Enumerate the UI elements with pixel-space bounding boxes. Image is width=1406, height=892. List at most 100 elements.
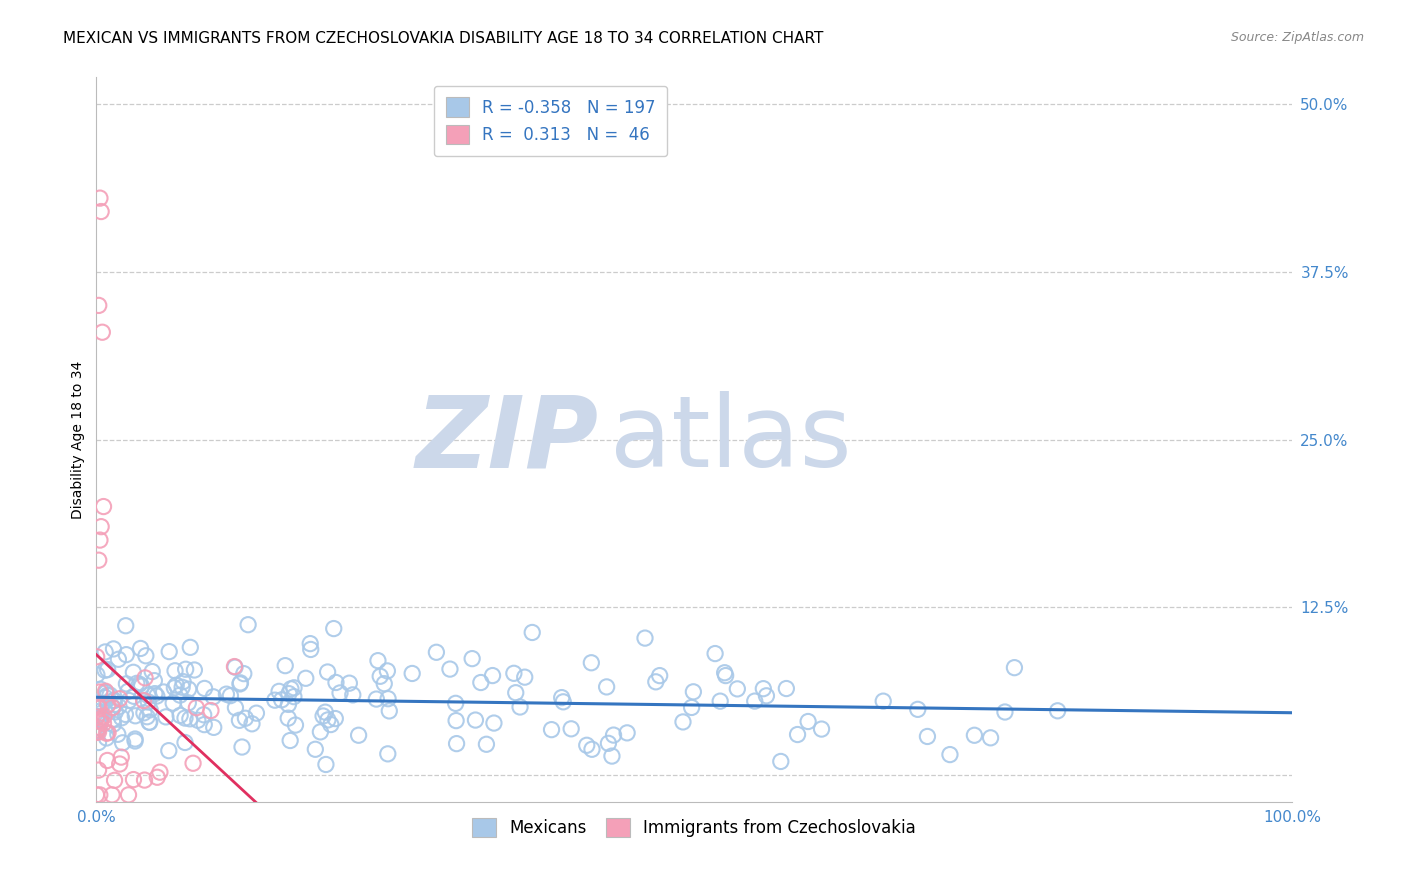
Point <box>299 637 322 651</box>
Point <box>648 668 671 682</box>
Point <box>108 757 131 772</box>
Point <box>274 658 297 673</box>
Point <box>304 742 326 756</box>
Point <box>110 711 132 725</box>
Point <box>522 625 544 640</box>
Point <box>89 713 111 727</box>
Point <box>600 749 623 764</box>
Point <box>581 742 603 756</box>
Point <box>277 711 299 725</box>
Point <box>939 747 962 762</box>
Point <box>86 699 108 714</box>
Point <box>138 715 160 730</box>
Point <box>91 325 114 339</box>
Point <box>96 689 118 703</box>
Point <box>86 788 108 802</box>
Point <box>283 681 305 695</box>
Point <box>347 728 370 742</box>
Point <box>377 747 399 761</box>
Point <box>560 722 582 736</box>
Point <box>634 631 657 645</box>
Legend: Mexicans, Immigrants from Czechoslovakia: Mexicans, Immigrants from Czechoslovakia <box>465 812 922 844</box>
Point <box>224 660 246 674</box>
Point <box>444 714 467 728</box>
Point <box>89 701 111 715</box>
Point <box>86 649 108 664</box>
Point <box>797 714 820 729</box>
Point <box>193 717 215 731</box>
Point <box>86 710 108 724</box>
Point <box>157 744 180 758</box>
Point <box>263 693 285 707</box>
Point <box>135 648 157 663</box>
Point <box>714 668 737 682</box>
Point <box>94 690 117 705</box>
Point <box>482 716 505 731</box>
Point <box>377 664 399 678</box>
Point <box>87 720 110 734</box>
Point <box>245 706 267 721</box>
Point <box>644 674 666 689</box>
Point <box>752 681 775 696</box>
Point <box>425 645 447 659</box>
Point <box>681 700 703 714</box>
Point <box>103 693 125 707</box>
Point <box>104 705 127 719</box>
Point <box>98 688 121 702</box>
Point <box>89 788 111 802</box>
Point <box>94 684 117 698</box>
Point <box>134 671 156 685</box>
Point <box>86 699 108 714</box>
Point <box>90 519 112 533</box>
Point <box>87 553 110 567</box>
Point <box>101 712 124 726</box>
Point <box>101 700 124 714</box>
Point <box>367 654 389 668</box>
Point <box>86 667 108 681</box>
Point <box>87 725 110 739</box>
Point <box>96 754 118 768</box>
Point <box>270 693 292 707</box>
Point <box>278 733 301 747</box>
Point <box>193 681 215 696</box>
Point <box>87 763 110 777</box>
Point <box>236 617 259 632</box>
Point <box>872 694 894 708</box>
Point <box>89 191 111 205</box>
Point <box>323 712 346 726</box>
Point <box>146 689 169 703</box>
Point <box>101 700 124 714</box>
Point <box>114 618 136 632</box>
Point <box>598 736 620 750</box>
Point <box>1046 704 1069 718</box>
Point <box>704 647 727 661</box>
Point <box>401 666 423 681</box>
Point <box>136 688 159 702</box>
Point <box>90 204 112 219</box>
Point <box>550 690 572 705</box>
Point <box>368 669 391 683</box>
Point <box>314 705 336 719</box>
Point <box>316 713 339 727</box>
Point <box>87 735 110 749</box>
Point <box>186 700 208 714</box>
Point <box>136 710 159 724</box>
Point <box>149 765 172 780</box>
Point <box>1002 660 1025 674</box>
Point <box>775 681 797 696</box>
Point <box>187 714 209 728</box>
Point <box>342 688 364 702</box>
Point <box>980 731 1002 745</box>
Point <box>122 665 145 680</box>
Point <box>162 696 184 710</box>
Point <box>475 737 498 751</box>
Point <box>124 708 146 723</box>
Point <box>103 693 125 707</box>
Point <box>122 772 145 787</box>
Point <box>309 724 332 739</box>
Point <box>377 691 399 706</box>
Point <box>146 770 169 784</box>
Point <box>143 687 166 701</box>
Point <box>89 714 111 728</box>
Point <box>229 676 252 690</box>
